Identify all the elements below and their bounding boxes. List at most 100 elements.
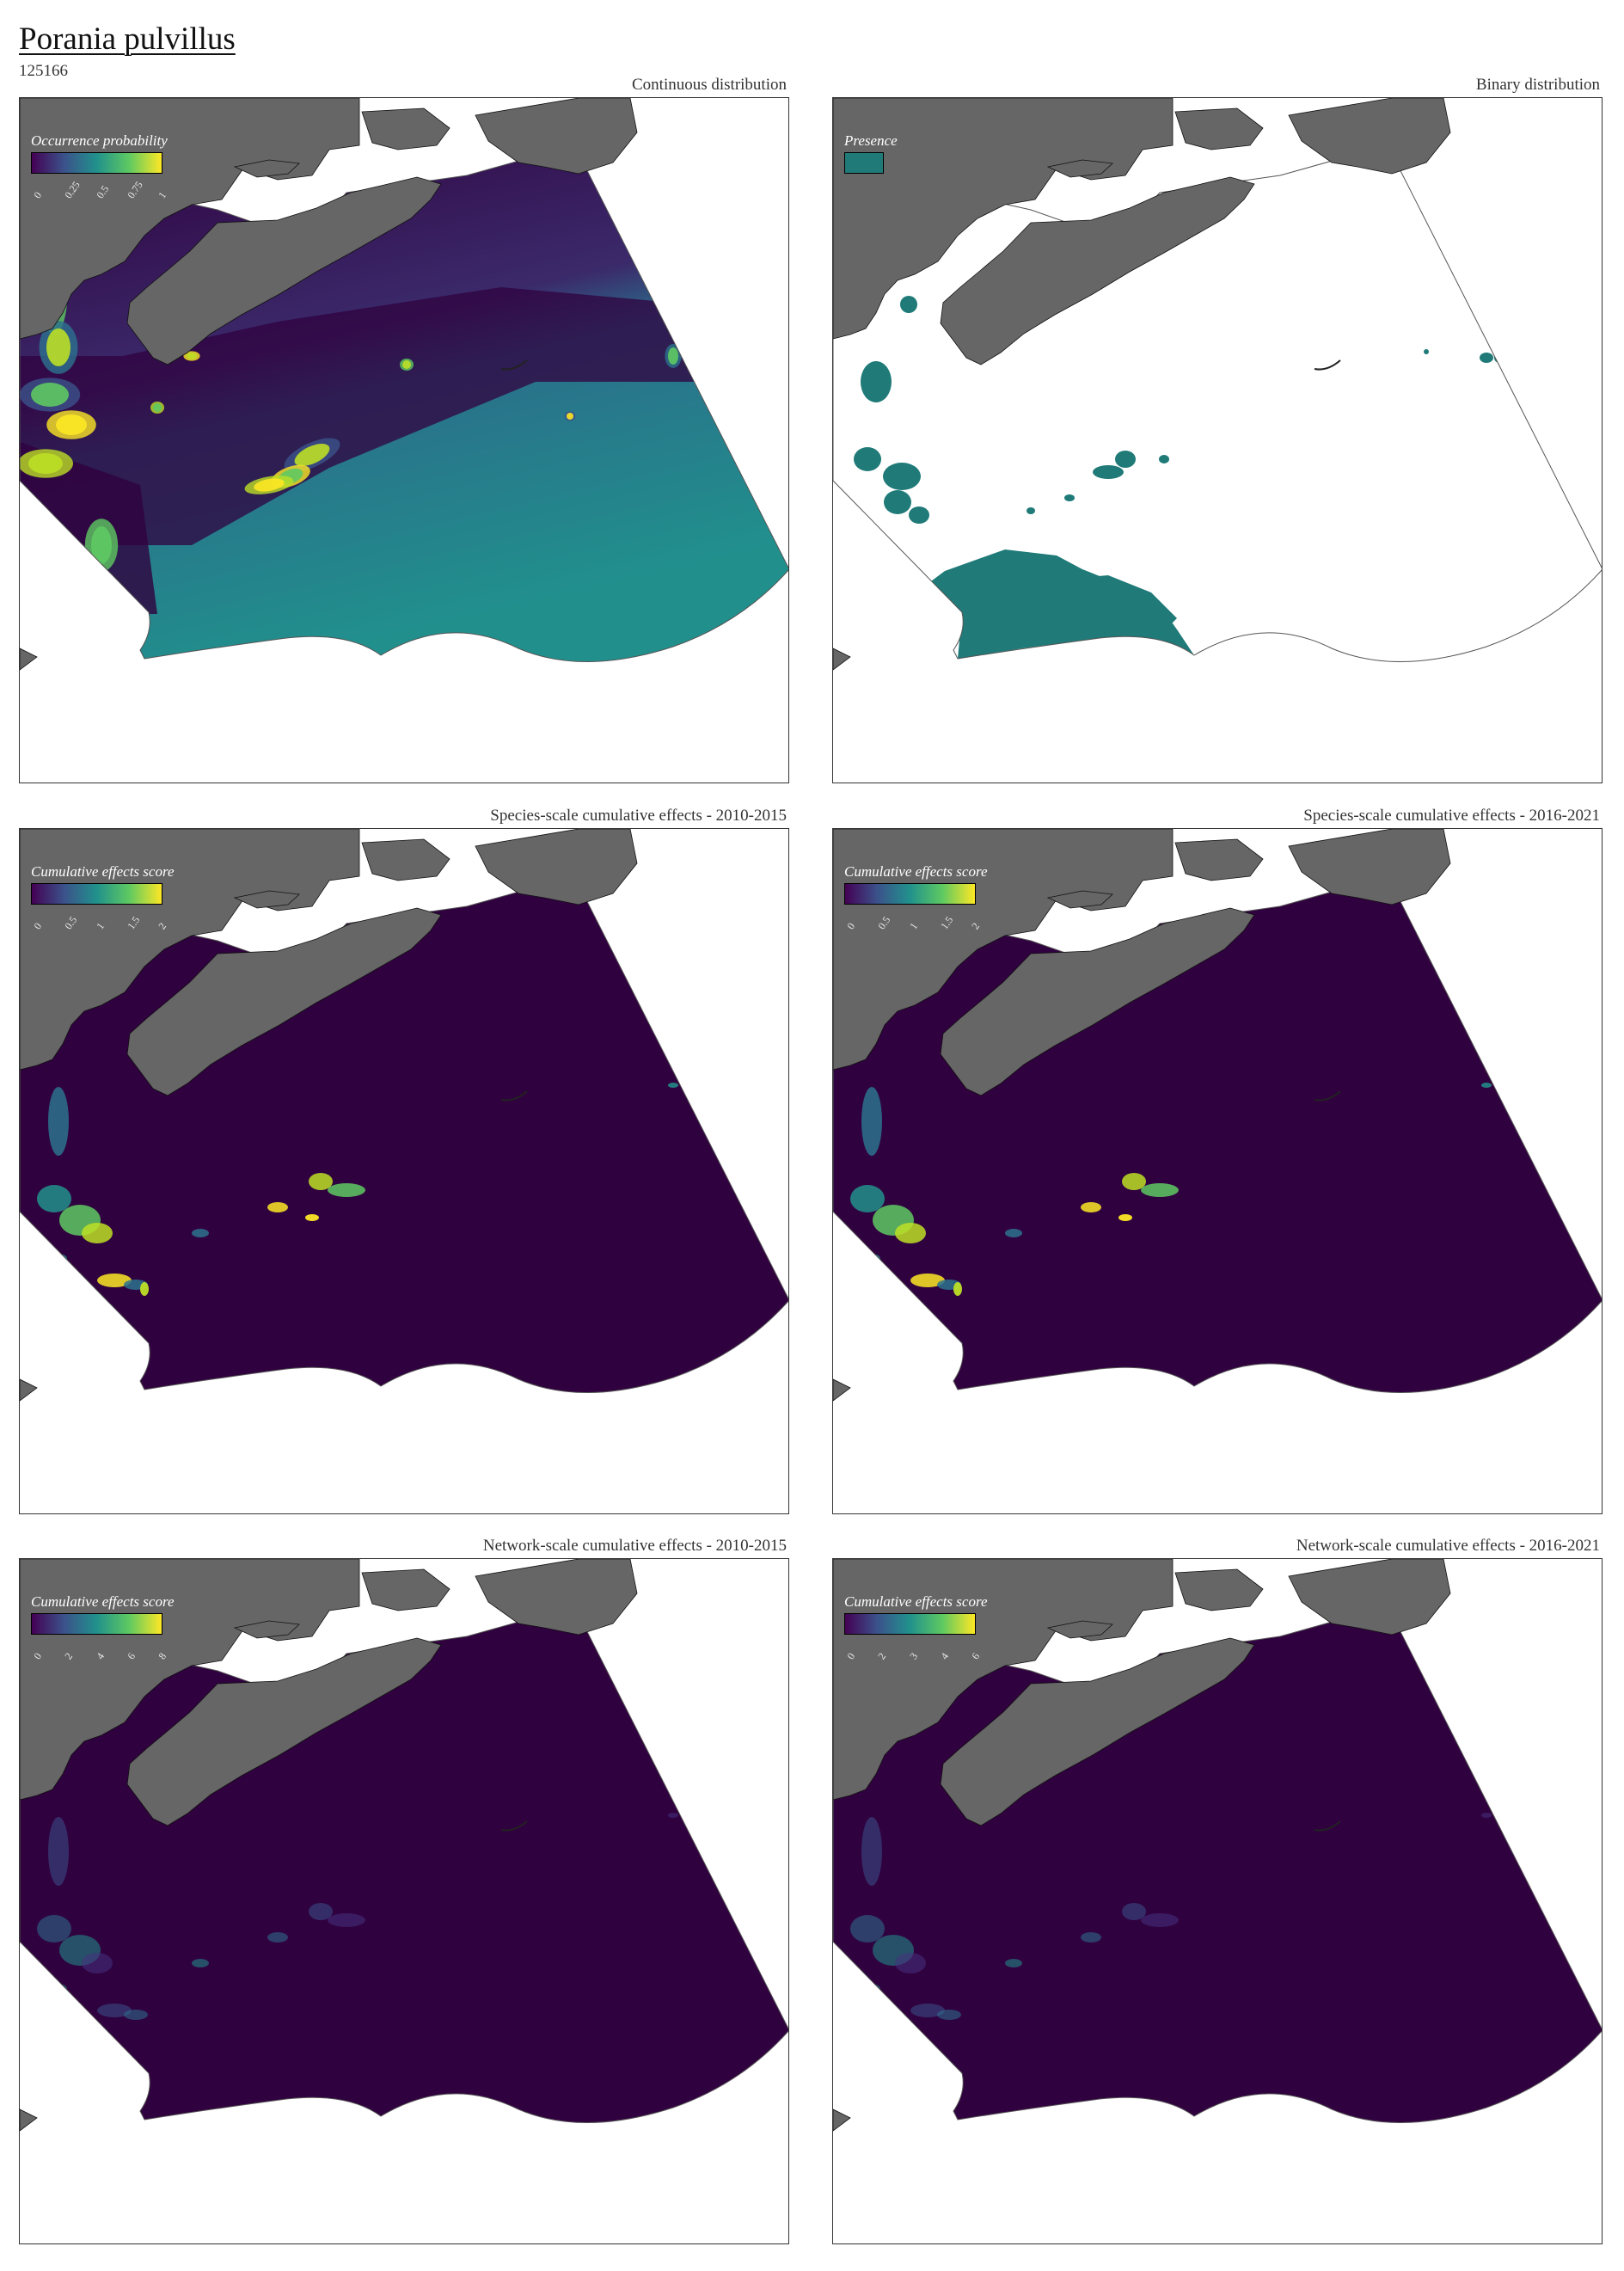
value-patch	[64, 2044, 78, 2054]
value-patch	[895, 1223, 926, 1243]
value-patch	[948, 1340, 959, 1350]
presence-patch	[1480, 353, 1493, 363]
value-patch	[254, 478, 285, 492]
legend-tick-label: 0	[844, 1650, 858, 1662]
legend-ticks: 0 0.25 0.5 0.75 1	[31, 177, 169, 203]
legend-ticks: 0 0.5 1 1.5 2	[31, 908, 169, 934]
value-patch	[863, 1254, 880, 1264]
map-legend: Cumulative effects score 0 0.5 1 1.5 2	[844, 863, 990, 931]
land-mass	[475, 98, 638, 175]
panel-label-continuous: Continuous distribution	[632, 76, 787, 94]
value-patch	[1141, 1183, 1179, 1197]
sable-island-mark	[1314, 1090, 1341, 1102]
map-panel-species-2010: Cumulative effects score 0 0.5 1 1.5 2	[19, 828, 789, 1514]
map-legend: Cumulative effects score 0 0.5 1 1.5 2	[31, 863, 177, 931]
value-patch	[668, 1813, 678, 1818]
land-mass	[1288, 829, 1451, 905]
legend-colorbar	[844, 1613, 976, 1635]
land-mass	[833, 2108, 851, 2132]
sable-island-mark	[500, 359, 528, 371]
value-patch	[46, 328, 70, 366]
land-mass	[475, 829, 638, 905]
value-patch	[77, 602, 91, 626]
study-area-outline	[20, 1605, 788, 2123]
legend-tick-label: 4	[937, 1650, 951, 1662]
study-area-outline	[20, 875, 788, 1393]
presence-patch	[1424, 349, 1429, 354]
value-patch	[1081, 1932, 1101, 1943]
land-mass	[361, 838, 450, 881]
value-patch	[1122, 1173, 1146, 1190]
land-mass	[940, 1637, 1255, 1826]
shelf-band	[20, 287, 788, 545]
value-patch	[309, 1903, 333, 1920]
map-svg	[833, 1559, 1602, 2132]
value-patch	[82, 1953, 113, 1973]
value-patch	[73, 597, 95, 631]
value-patch	[567, 413, 573, 420]
map-panel-network-2010: Cumulative effects score 0 2 4 6 8	[19, 1558, 789, 2244]
value-patch	[97, 2004, 132, 2017]
value-patch	[402, 360, 411, 369]
value-patch	[309, 1173, 333, 1190]
value-patch	[328, 1183, 365, 1197]
legend-title: Cumulative effects score	[844, 1593, 988, 1610]
value-patch	[50, 1984, 67, 1994]
map-panel-species-2016: Cumulative effects score 0 0.5 1 1.5 2	[832, 828, 1603, 1514]
legend-tick-label: 0.5	[93, 183, 111, 201]
value-patch	[91, 526, 112, 564]
land-mass	[1174, 107, 1264, 150]
value-patch	[863, 1984, 880, 1994]
panel-label-species-2016: Species-scale cumulative effects - 2016-…	[1303, 807, 1600, 825]
species-id: 125166	[19, 62, 68, 80]
value-patch	[1081, 1202, 1101, 1212]
value-patch	[1005, 1959, 1022, 1967]
land-mass	[233, 890, 300, 909]
map-svg	[833, 829, 1602, 1402]
map-panel-network-2016: Cumulative effects score 0 2 3 4 6	[832, 1558, 1603, 2244]
map-legend: Cumulative effects score 0 2 3 4 6	[844, 1593, 990, 1661]
legend-tick-label: 0.5	[62, 914, 80, 932]
land-mass	[20, 1378, 38, 1402]
map-legend: Cumulative effects score 0 2 4 6 8	[31, 1593, 177, 1661]
value-patch	[31, 383, 69, 407]
legend-colorbar	[31, 1613, 162, 1635]
value-patch	[1481, 1813, 1492, 1818]
land-mass	[1174, 838, 1264, 881]
presence-area	[1057, 575, 1177, 635]
legend-tick-label: 0.75	[124, 179, 145, 201]
value-patch	[50, 1254, 67, 1264]
legend-title: Presence	[844, 132, 898, 149]
land-mass	[361, 107, 450, 150]
value-patch	[937, 2010, 961, 2020]
map-panel-binary: Presence	[832, 97, 1603, 783]
panel-label-network-2016: Network-scale cumulative effects - 2016-…	[1296, 1537, 1600, 1555]
value-patch	[850, 1185, 885, 1212]
legend-title: Cumulative effects score	[844, 863, 988, 880]
presence-patch	[1093, 465, 1124, 479]
panel-label-species-2010: Species-scale cumulative effects - 2010-…	[490, 807, 787, 825]
legend-tick-label: 1.5	[124, 914, 143, 932]
study-area-outline	[833, 1605, 1602, 2123]
presence-patch	[861, 361, 892, 402]
land-mass	[126, 907, 442, 1096]
value-patch	[1122, 1903, 1146, 1920]
value-patch	[187, 353, 197, 359]
land-mass	[20, 648, 38, 671]
value-patch	[153, 403, 162, 412]
land-mass	[1174, 1568, 1264, 1611]
presence-swatch	[844, 152, 884, 174]
panel-label-binary: Binary distribution	[1475, 76, 1600, 94]
value-patch	[294, 444, 330, 466]
value-patch	[140, 1282, 149, 1296]
value-patch	[328, 1913, 365, 1927]
sable-island-mark	[500, 1820, 528, 1832]
value-patch	[135, 1340, 145, 1350]
study-area-outline	[833, 875, 1602, 1393]
value-patch	[267, 1202, 288, 1212]
land-mass	[940, 176, 1255, 365]
map-svg	[20, 1559, 788, 2132]
value-patch	[895, 1953, 926, 1973]
value-patch	[192, 1229, 209, 1237]
